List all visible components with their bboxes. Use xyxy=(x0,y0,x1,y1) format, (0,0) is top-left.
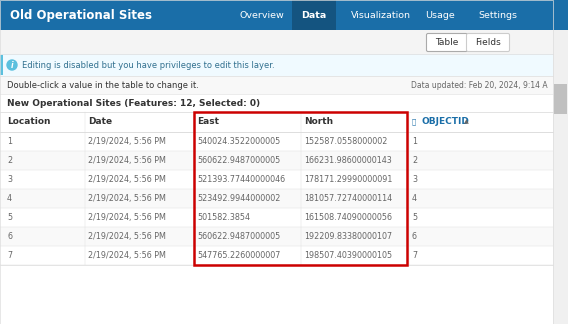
Bar xyxy=(0,151,553,170)
Text: 2/19/2024, 5:56 PM: 2/19/2024, 5:56 PM xyxy=(88,194,166,203)
Text: 5: 5 xyxy=(7,213,12,222)
Text: ▲: ▲ xyxy=(464,120,469,124)
Circle shape xyxy=(7,60,17,70)
Text: 198507.40390000105: 198507.40390000105 xyxy=(304,251,392,260)
Text: New Operational Sites (Features: 12, Selected: 0): New Operational Sites (Features: 12, Sel… xyxy=(7,98,260,108)
Bar xyxy=(0,246,553,265)
Text: Old Operational Sites: Old Operational Sites xyxy=(10,8,152,21)
Bar xyxy=(0,227,553,246)
Text: Location: Location xyxy=(7,118,51,126)
Text: 523492.9944000002: 523492.9944000002 xyxy=(197,194,281,203)
FancyBboxPatch shape xyxy=(466,33,509,52)
Text: 3: 3 xyxy=(412,175,417,184)
Text: 2: 2 xyxy=(412,156,417,165)
Text: 🔒: 🔒 xyxy=(412,119,416,125)
Bar xyxy=(554,84,567,114)
Text: 152587.0558000002: 152587.0558000002 xyxy=(304,137,387,146)
Text: 2/19/2024, 5:56 PM: 2/19/2024, 5:56 PM xyxy=(88,213,166,222)
Text: 1: 1 xyxy=(412,137,417,146)
Text: OBJECTID: OBJECTID xyxy=(422,118,470,126)
Text: Date: Date xyxy=(88,118,112,126)
Text: 3: 3 xyxy=(7,175,12,184)
Text: 547765.2260000007: 547765.2260000007 xyxy=(197,251,281,260)
Text: Data: Data xyxy=(302,10,327,19)
Text: 501582.3854: 501582.3854 xyxy=(197,213,250,222)
Text: 4: 4 xyxy=(7,194,12,203)
Bar xyxy=(0,94,553,112)
Bar xyxy=(292,0,336,30)
Text: 2/19/2024, 5:56 PM: 2/19/2024, 5:56 PM xyxy=(88,156,166,165)
Text: Data updated: Feb 20, 2024, 9:14 A: Data updated: Feb 20, 2024, 9:14 A xyxy=(411,80,548,89)
Bar xyxy=(0,0,568,30)
Bar xyxy=(0,112,553,132)
Bar xyxy=(0,76,553,94)
Text: Usage: Usage xyxy=(425,10,455,19)
Text: 7: 7 xyxy=(412,251,417,260)
Text: 2/19/2024, 5:56 PM: 2/19/2024, 5:56 PM xyxy=(88,251,166,260)
Text: 181057.72740000114: 181057.72740000114 xyxy=(304,194,392,203)
Bar xyxy=(0,132,553,151)
Bar xyxy=(0,54,553,76)
Text: Fields: Fields xyxy=(475,38,501,47)
Text: 2/19/2024, 5:56 PM: 2/19/2024, 5:56 PM xyxy=(88,137,166,146)
Text: 2/19/2024, 5:56 PM: 2/19/2024, 5:56 PM xyxy=(88,232,166,241)
Text: Overview: Overview xyxy=(240,10,285,19)
Text: North: North xyxy=(304,118,333,126)
Bar xyxy=(0,189,553,208)
Text: 6: 6 xyxy=(412,232,417,241)
Bar xyxy=(553,54,568,324)
Text: 2: 2 xyxy=(7,156,12,165)
Text: 540024.3522000005: 540024.3522000005 xyxy=(197,137,280,146)
Text: 7: 7 xyxy=(7,251,12,260)
Text: Settings: Settings xyxy=(478,10,517,19)
Text: 2/19/2024, 5:56 PM: 2/19/2024, 5:56 PM xyxy=(88,175,166,184)
Text: 161508.74090000056: 161508.74090000056 xyxy=(304,213,392,222)
Text: East: East xyxy=(197,118,219,126)
Text: 178171.29990000091: 178171.29990000091 xyxy=(304,175,392,184)
FancyBboxPatch shape xyxy=(427,33,467,52)
Text: Visualization: Visualization xyxy=(351,10,411,19)
Text: 4: 4 xyxy=(412,194,417,203)
Text: i: i xyxy=(11,61,13,70)
Bar xyxy=(0,208,553,227)
Text: 560622.9487000005: 560622.9487000005 xyxy=(197,232,280,241)
Bar xyxy=(553,30,568,54)
Text: Editing is disabled but you have privileges to edit this layer.: Editing is disabled but you have privile… xyxy=(22,61,274,70)
Bar xyxy=(0,170,553,189)
Text: 5: 5 xyxy=(412,213,417,222)
Text: Table: Table xyxy=(435,38,459,47)
Bar xyxy=(0,55,3,75)
Text: 1: 1 xyxy=(7,137,12,146)
Text: 192209.83380000107: 192209.83380000107 xyxy=(304,232,392,241)
Text: 521393.77440000046: 521393.77440000046 xyxy=(197,175,285,184)
Bar xyxy=(0,30,568,54)
Text: 6: 6 xyxy=(7,232,12,241)
Text: 166231.98600000143: 166231.98600000143 xyxy=(304,156,392,165)
Bar xyxy=(194,112,407,265)
Text: Double-click a value in the table to change it.: Double-click a value in the table to cha… xyxy=(7,80,199,89)
Text: 560622.9487000005: 560622.9487000005 xyxy=(197,156,280,165)
